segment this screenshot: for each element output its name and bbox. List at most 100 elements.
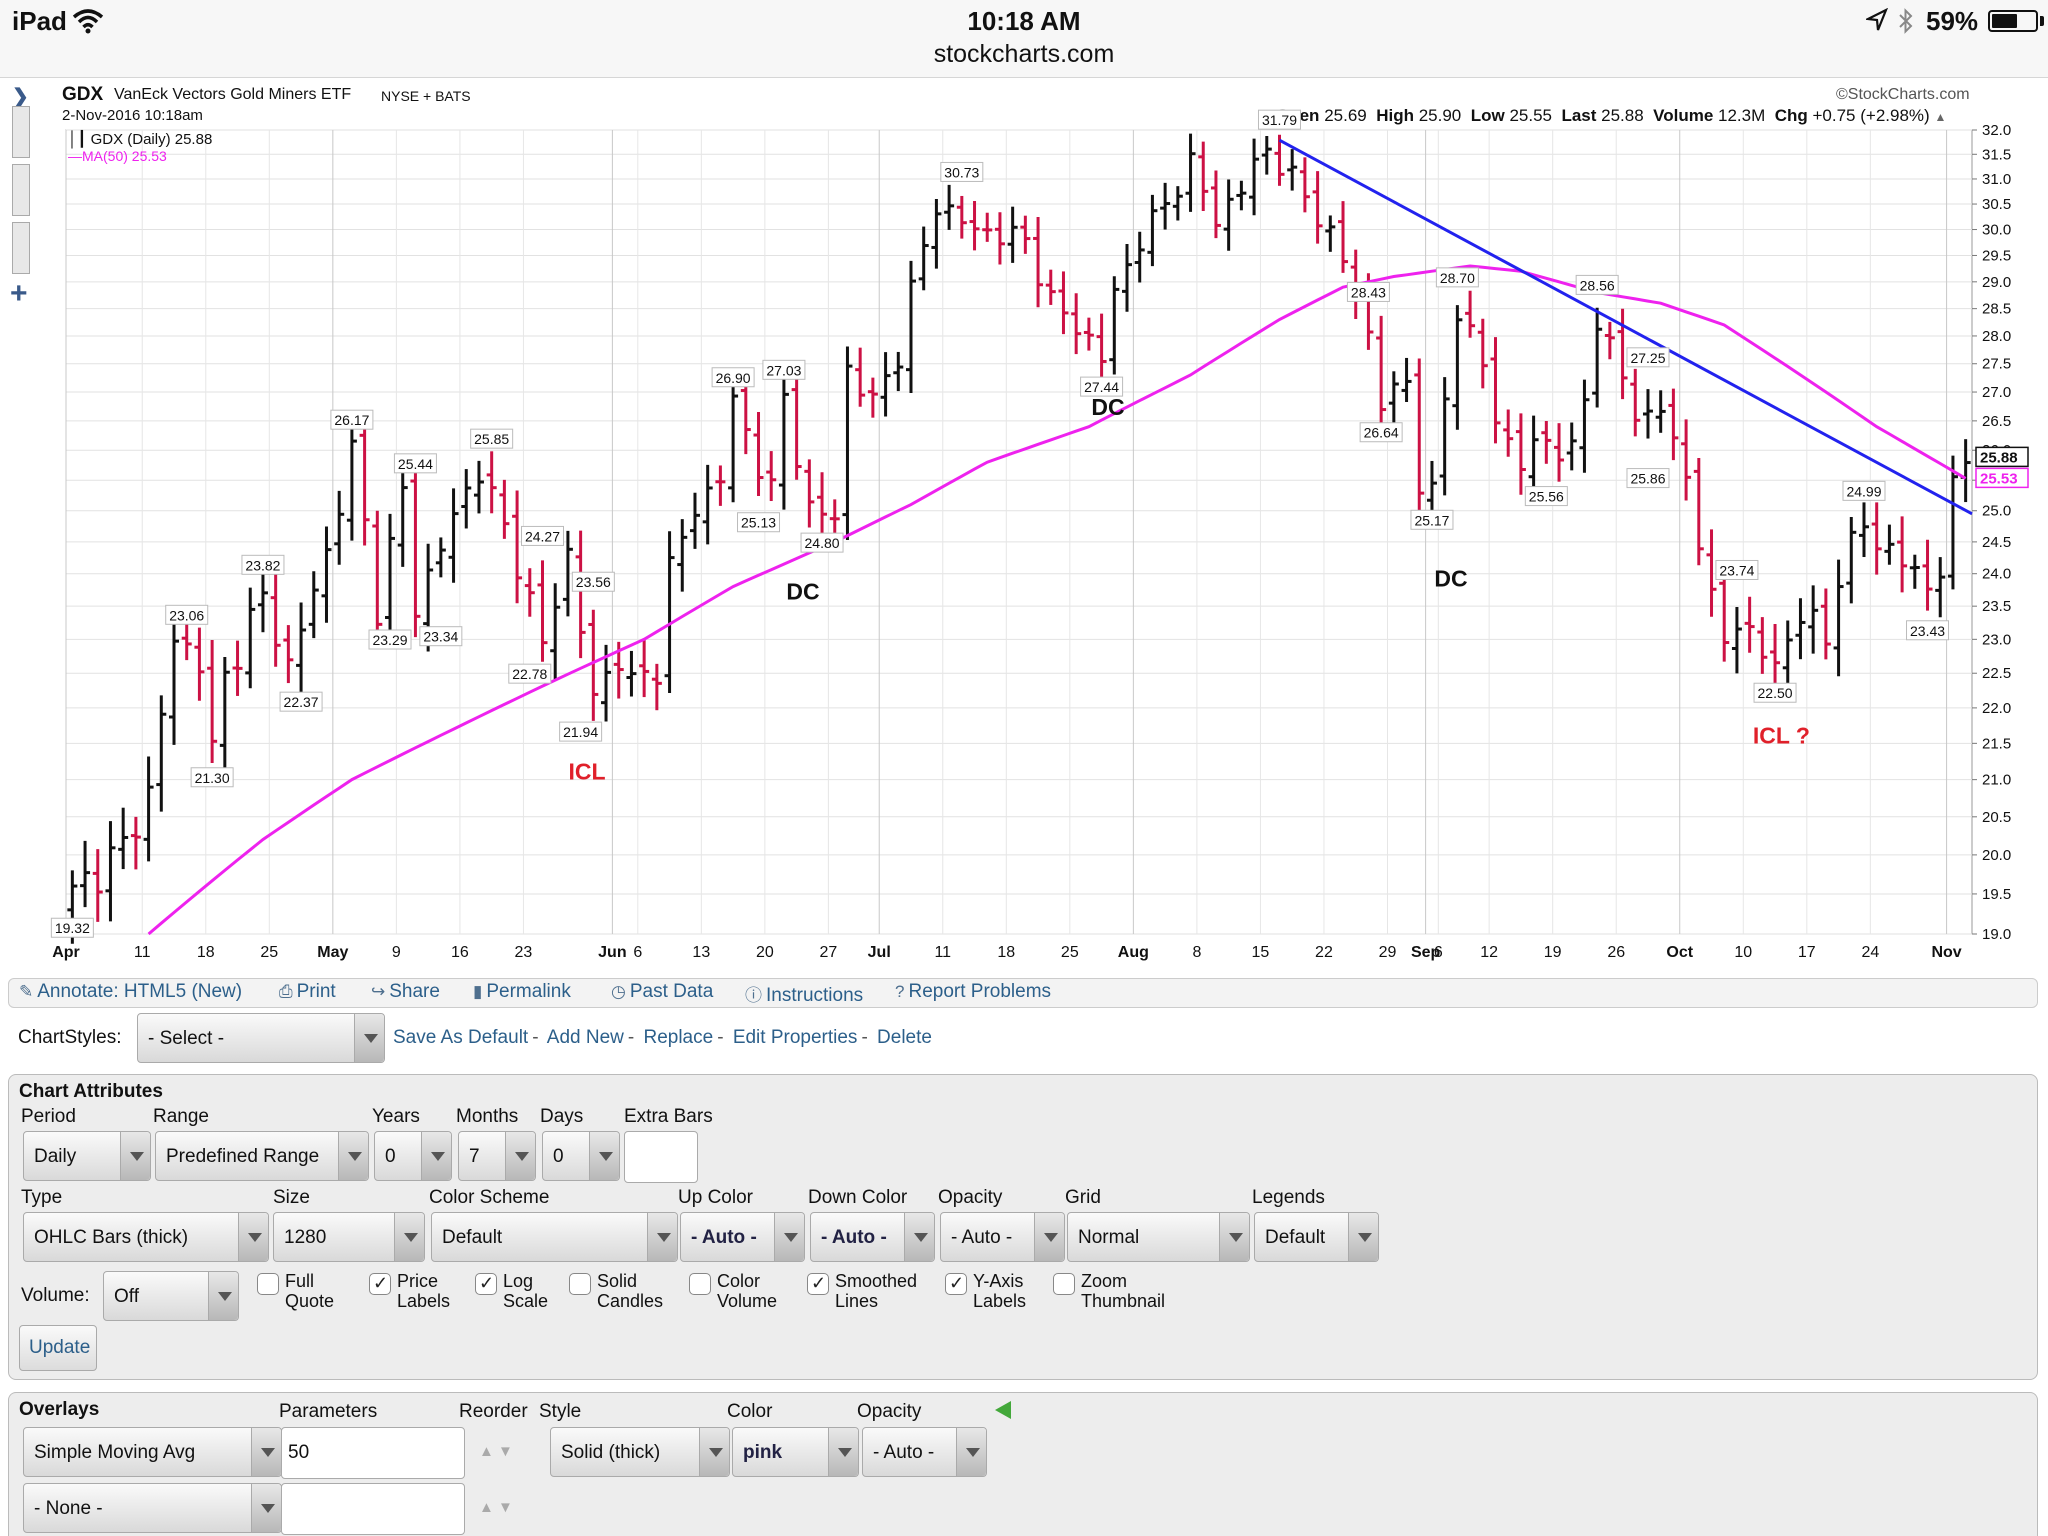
- size-select[interactable]: 1280: [273, 1212, 425, 1262]
- checkbox-box[interactable]: [569, 1273, 591, 1295]
- chartstyles-select[interactable]: - Select -: [137, 1013, 385, 1063]
- days-select[interactable]: 0: [542, 1131, 620, 1181]
- price-label-box: [521, 525, 564, 546]
- down-color-select[interactable]: - Auto -: [810, 1212, 935, 1262]
- parameters-label: Parameters: [279, 1401, 378, 1422]
- share-link[interactable]: ↪ Share: [371, 981, 440, 1003]
- reorder-arrows-icon[interactable]: ▲ ▼: [479, 1443, 513, 1460]
- checkbox-box[interactable]: [257, 1273, 279, 1295]
- last-label: Last: [1561, 106, 1597, 125]
- log-scale-label-2: Scale: [503, 1291, 549, 1311]
- update-button[interactable]: Update: [19, 1325, 97, 1371]
- add-new-link[interactable]: Add New: [546, 1027, 624, 1048]
- chevron-down-icon: [421, 1132, 451, 1180]
- volume-label: Volume: [1653, 106, 1714, 125]
- zoom-slot-2[interactable]: [12, 164, 30, 216]
- type-select[interactable]: OHLC Bars (thick): [23, 1212, 269, 1262]
- grid-select[interactable]: Normal: [1067, 1212, 1250, 1262]
- volume-value: 12.3M: [1718, 106, 1766, 125]
- price-label: 23.34: [423, 629, 458, 645]
- x-tick-label: 25: [260, 944, 278, 961]
- expand-arrow-icon[interactable]: ❯: [12, 86, 29, 108]
- overlay-1-type-select[interactable]: Simple Moving Avg: [23, 1427, 282, 1477]
- x-tick-label: 18: [197, 944, 215, 961]
- years-select[interactable]: 0: [374, 1131, 452, 1181]
- replace-link[interactable]: Replace: [643, 1027, 714, 1048]
- overlay-1-params-input[interactable]: 50: [281, 1427, 465, 1479]
- price-label: 23.82: [245, 557, 280, 573]
- checkbox-box[interactable]: [945, 1273, 967, 1295]
- annotate-link[interactable]: ✎ Annotate: HTML5 (New): [19, 981, 242, 1003]
- checkbox-box[interactable]: [369, 1273, 391, 1295]
- y-tick-label: 24.5: [1982, 534, 2011, 551]
- months-select[interactable]: 7: [458, 1131, 536, 1181]
- plus-icon[interactable]: +: [10, 277, 28, 310]
- report-problems-link[interactable]: ? Report Problems: [895, 981, 1051, 1003]
- x-tick-label: 13: [692, 944, 710, 961]
- volume-select[interactable]: Off: [103, 1271, 239, 1321]
- delete-link[interactable]: Delete: [877, 1027, 932, 1048]
- edit-properties-link[interactable]: Edit Properties: [732, 1027, 858, 1048]
- add-overlay-arrow-icon[interactable]: [995, 1401, 1011, 1419]
- chart-annotation: DC: [786, 579, 819, 605]
- instructions-link[interactable]: ⓘ Instructions: [745, 981, 863, 1007]
- past-data-link-label: Past Data: [629, 981, 714, 1002]
- past-data-link[interactable]: ◷ Past Data: [611, 981, 713, 1003]
- overlay-1-style-select[interactable]: Solid (thick): [550, 1427, 730, 1477]
- permalink-link[interactable]: ▮ Permalink: [473, 981, 571, 1003]
- overlay-1-color-select[interactable]: pink: [732, 1427, 859, 1477]
- price-label: 31.79: [1262, 112, 1297, 128]
- checkbox-box[interactable]: [1053, 1273, 1075, 1295]
- permalink-link-label: Permalink: [486, 981, 571, 1002]
- battery-icon: [1988, 10, 2038, 32]
- checkbox-box[interactable]: [807, 1273, 829, 1295]
- chart-exchange: NYSE + BATS: [381, 88, 471, 104]
- y-tick-label: 28.0: [1982, 328, 2011, 345]
- y-tick-label: 27.0: [1982, 384, 2011, 401]
- volume-label: Volume:: [21, 1285, 90, 1306]
- overlay-color-label: Color: [727, 1401, 773, 1422]
- price-label: 25.13: [741, 515, 776, 531]
- collapse-up-icon[interactable]: ▲: [1934, 110, 1947, 124]
- y-tick-label: 21.0: [1982, 772, 2011, 789]
- up-color-select[interactable]: - Auto -: [680, 1212, 805, 1262]
- up-color-value: - Auto -: [691, 1227, 757, 1248]
- checkbox-box[interactable]: [689, 1273, 711, 1295]
- overlay-1-opacity-select[interactable]: - Auto -: [862, 1427, 987, 1477]
- price-label: 26.17: [334, 412, 369, 428]
- x-tick-label: 9: [392, 944, 401, 961]
- zoom-slot-1[interactable]: [12, 106, 30, 158]
- range-select[interactable]: Predefined Range: [155, 1131, 369, 1181]
- overlay-1-style: Solid (thick): [561, 1442, 661, 1463]
- x-tick-label: 20: [756, 944, 774, 961]
- y-tick-label: 29.0: [1982, 274, 2011, 291]
- print-link[interactable]: ⎙ Print: [279, 981, 336, 1003]
- price-label-box: [419, 626, 463, 647]
- price-label-box: [1575, 274, 1619, 295]
- price-chart[interactable]: 19.0 19.5 20.0 20.5 21.0 21.5 22.0 22.5 23.0 23.5…: [0, 0, 2048, 975]
- reorder-arrows-icon[interactable]: ▲ ▼: [479, 1499, 513, 1516]
- down-color-label: Down Color: [808, 1187, 908, 1208]
- share-link-label: Share: [389, 981, 440, 1002]
- save-as-default-link[interactable]: Save As Default: [393, 1027, 529, 1048]
- checkbox-box[interactable]: [475, 1273, 497, 1295]
- color-scheme-select[interactable]: Default: [431, 1212, 678, 1262]
- zoom-slot-3[interactable]: [12, 222, 30, 274]
- instructions-link-label: Instructions: [766, 985, 864, 1006]
- overlay-2-params-input[interactable]: [281, 1483, 465, 1535]
- legends-select[interactable]: Default: [1254, 1212, 1379, 1262]
- opacity-select[interactable]: - Auto -: [940, 1212, 1065, 1262]
- extra-bars-input[interactable]: [624, 1131, 698, 1183]
- y-tick-label: 30.5: [1982, 196, 2011, 213]
- chevron-down-icon: [699, 1428, 729, 1476]
- price-label-box: [393, 453, 437, 474]
- opacity-label: Opacity: [938, 1187, 1003, 1208]
- plot-area: [65, 129, 1973, 935]
- url-bar[interactable]: stockcharts.com: [933, 40, 1115, 68]
- price-label-box: [241, 554, 285, 575]
- open-value: 25.69: [1324, 106, 1367, 125]
- x-tick-label: Nov: [1931, 944, 1961, 961]
- chevron-down-icon: [1034, 1213, 1064, 1261]
- period-select[interactable]: Daily: [23, 1131, 151, 1181]
- overlay-2-type-select[interactable]: - None -: [23, 1483, 282, 1533]
